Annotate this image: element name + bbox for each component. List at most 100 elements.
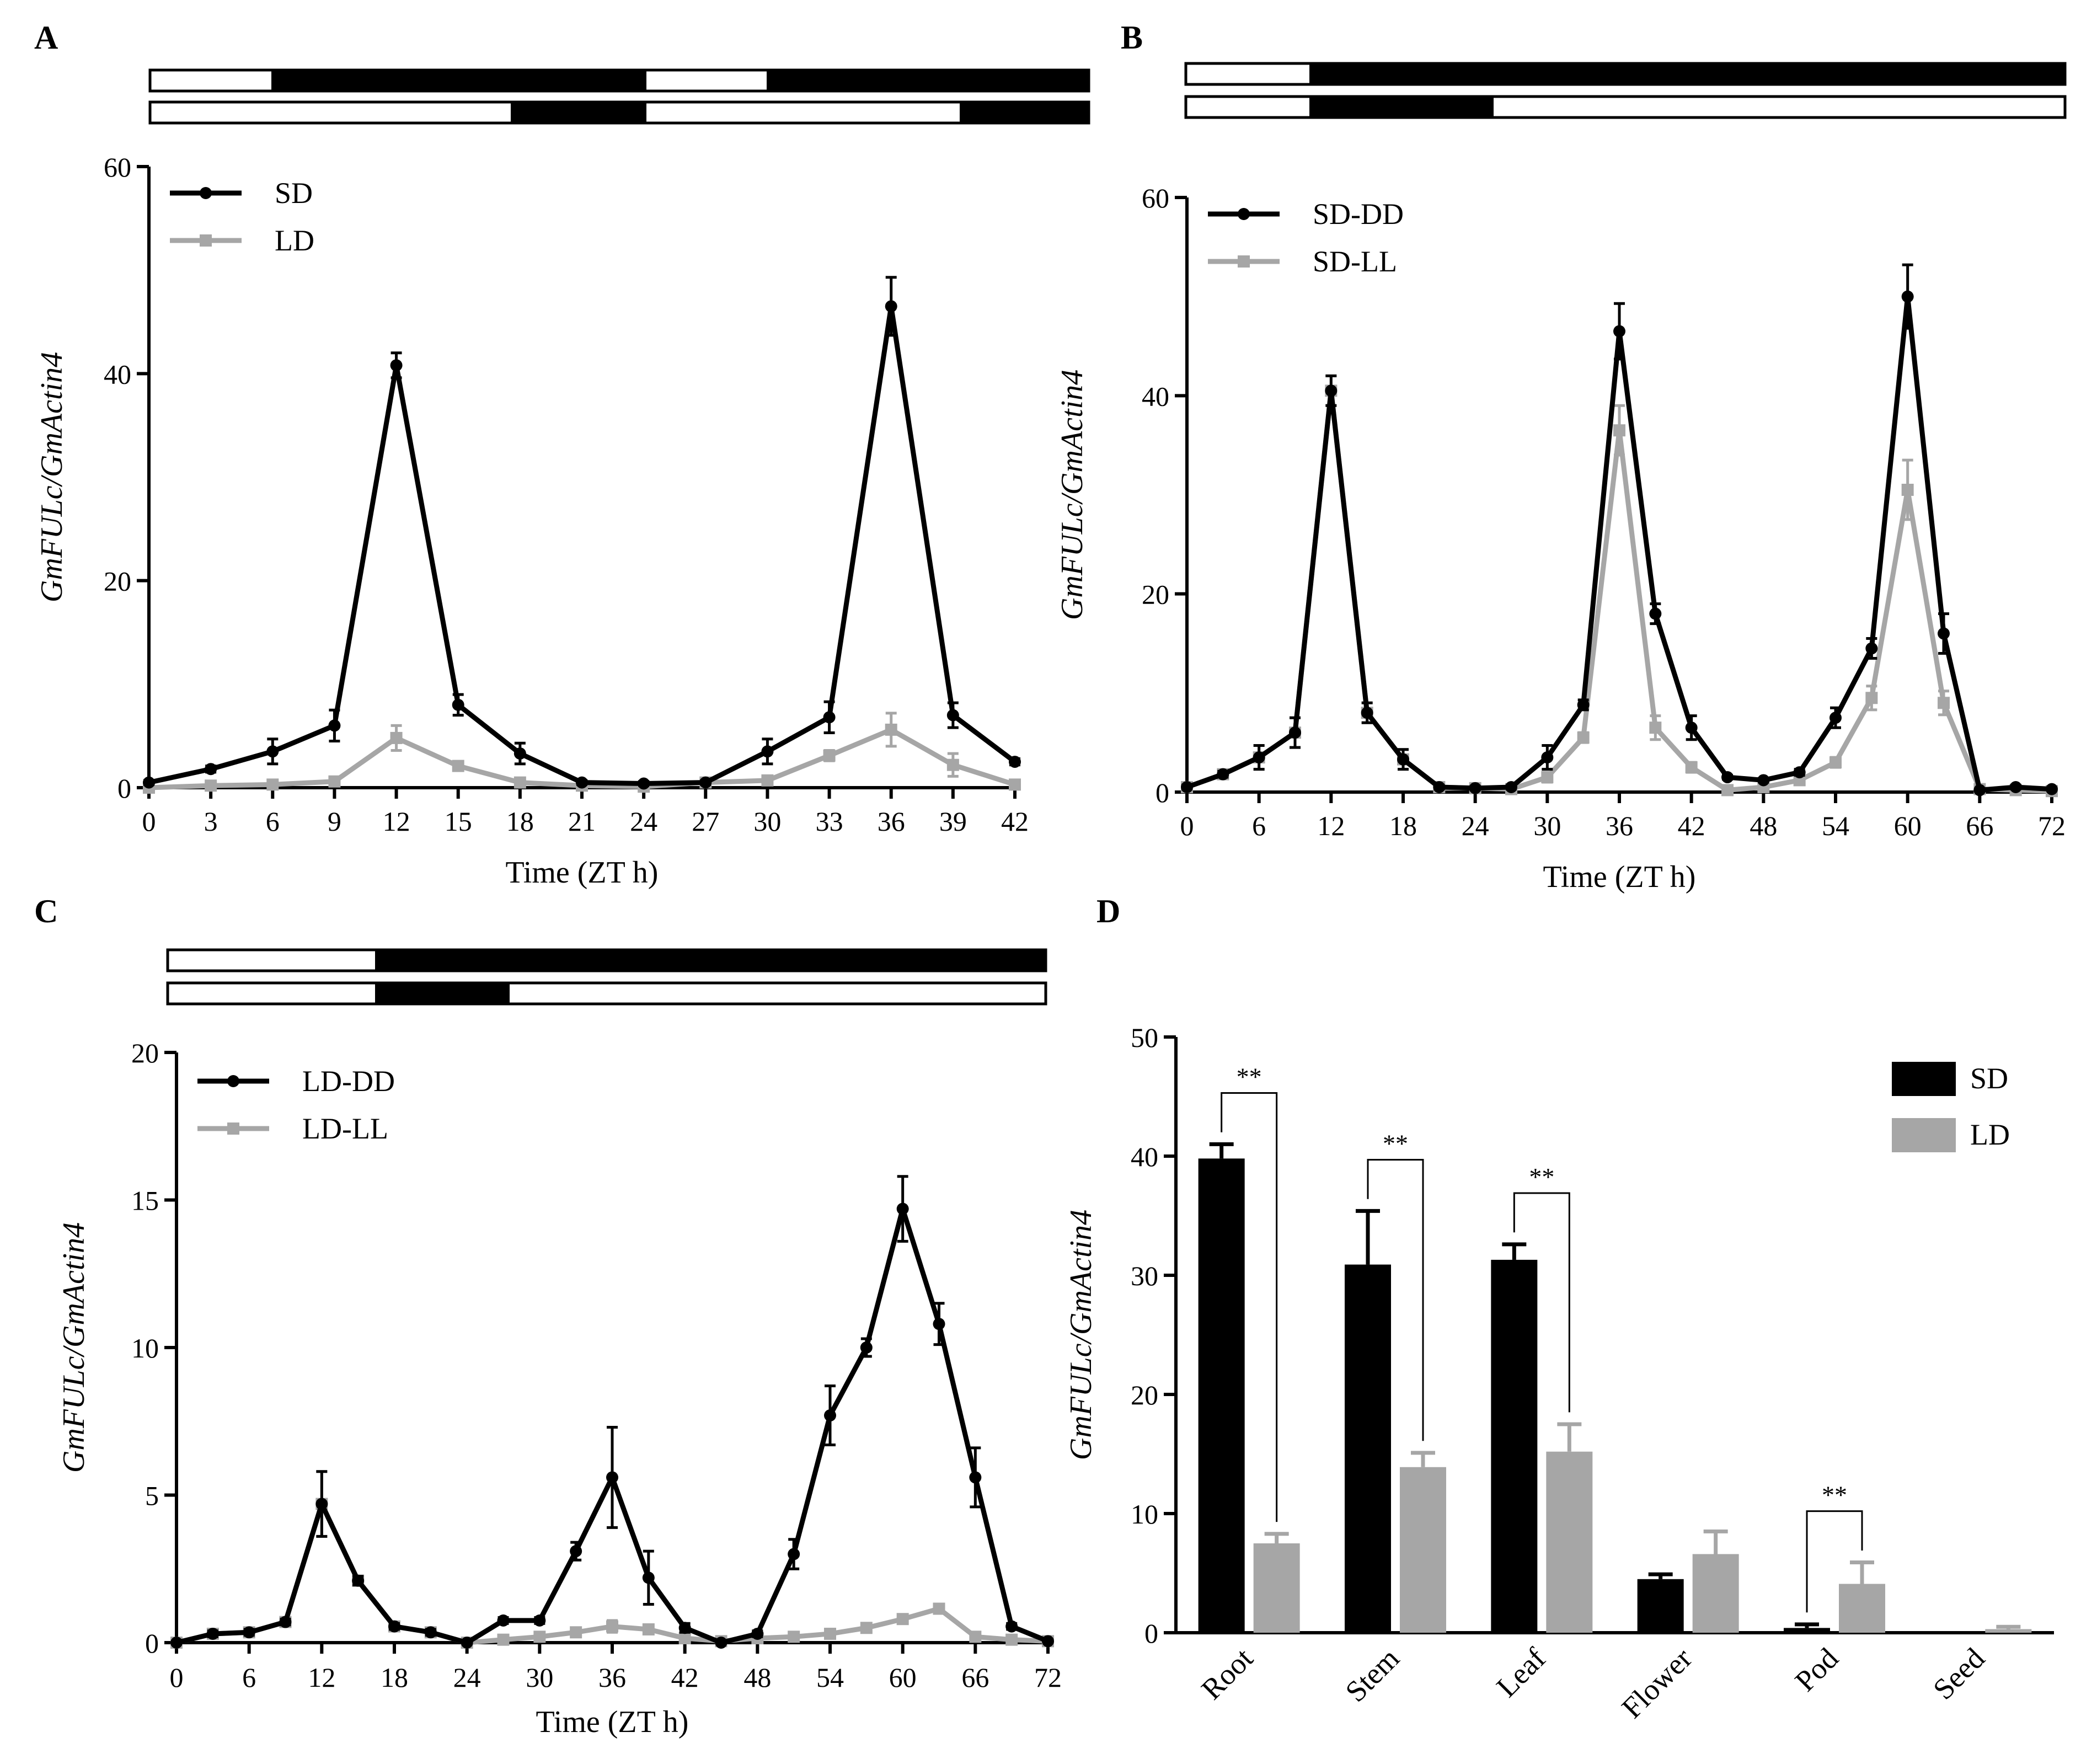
x-tick-label: 24 xyxy=(1462,810,1489,841)
x-tick-label: 66 xyxy=(961,1662,989,1693)
significance-label: ** xyxy=(1383,1129,1408,1157)
x-axis-label: Time (ZT h) xyxy=(506,856,659,890)
data-point xyxy=(823,711,836,724)
x-tick-label: 42 xyxy=(1678,810,1705,841)
data-point xyxy=(823,749,836,762)
data-point xyxy=(205,763,217,776)
x-tick-label: 60 xyxy=(1894,810,1922,841)
x-tick-label: 0 xyxy=(1180,810,1194,841)
x-tick-label: 39 xyxy=(939,806,967,837)
data-point xyxy=(1181,781,1193,794)
x-tick-label: 0 xyxy=(170,1662,184,1693)
data-point xyxy=(513,776,526,789)
data-point xyxy=(761,774,774,787)
y-tick-label: 60 xyxy=(1142,183,1169,213)
data-point xyxy=(1217,768,1229,781)
x-tick-label: 24 xyxy=(453,1662,481,1693)
data-point xyxy=(2009,781,2022,794)
legend-marker xyxy=(200,234,212,247)
data-point xyxy=(1649,607,1662,620)
data-point xyxy=(860,1622,873,1634)
x-tick-label: 30 xyxy=(1533,810,1561,841)
significance-bracket: ** xyxy=(1221,1063,1278,1522)
x-tick-label: 36 xyxy=(1606,810,1633,841)
data-point xyxy=(390,731,403,744)
y-tick-label: 5 xyxy=(145,1480,159,1511)
dark-period xyxy=(1309,63,2065,84)
x-tick-label: 30 xyxy=(753,806,781,837)
x-tick-label: 18 xyxy=(1389,810,1417,841)
x-tick-label: 18 xyxy=(506,806,534,837)
panel-label-d: D xyxy=(1096,893,1120,929)
data-point xyxy=(315,1498,328,1510)
data-point xyxy=(606,1471,618,1484)
legend-label: LD xyxy=(1970,1118,2010,1151)
y-axis-label: GmFULc/GmActin4 xyxy=(1055,370,1089,620)
data-point xyxy=(352,1574,365,1587)
y-tick-label: 20 xyxy=(104,566,131,597)
data-point xyxy=(1865,692,1878,704)
data-point xyxy=(1793,766,1806,779)
data-point xyxy=(824,1627,836,1640)
data-point xyxy=(1757,774,1770,787)
data-point xyxy=(642,1623,655,1635)
y-axis-label: GmFULc/GmActin4 xyxy=(35,352,69,602)
bracket-line xyxy=(1367,1158,1424,1441)
data-point xyxy=(1901,290,1914,303)
data-point xyxy=(678,1622,691,1634)
y-tick-label: 20 xyxy=(1131,1380,1158,1410)
data-point xyxy=(452,760,464,772)
x-tick-label: 54 xyxy=(816,1662,844,1693)
y-axis-label: GmFULc/GmActin4 xyxy=(57,1222,91,1473)
panel-label-b: B xyxy=(1121,19,1143,56)
data-point xyxy=(1397,753,1409,766)
data-point xyxy=(2046,783,2058,795)
x-tick-label: 36 xyxy=(598,1662,626,1693)
y-axis-label: GmFULc/GmActin4 xyxy=(1064,1210,1098,1460)
data-point xyxy=(1829,712,1842,724)
data-point xyxy=(461,1637,473,1649)
data-point xyxy=(1613,325,1625,338)
y-tick-label: 0 xyxy=(145,1628,159,1659)
dark-period xyxy=(767,70,1089,91)
data-point xyxy=(885,300,897,313)
data-point xyxy=(946,709,959,721)
x-tick-label: 6 xyxy=(242,1662,256,1693)
x-tick-label: 6 xyxy=(1252,810,1266,841)
legend-marker xyxy=(200,187,212,199)
data-point xyxy=(328,719,341,732)
dark-period xyxy=(375,950,1046,971)
data-point xyxy=(969,1471,982,1484)
bar xyxy=(1546,1451,1593,1633)
y-tick-label: 40 xyxy=(1142,381,1169,411)
x-tick-label: 3 xyxy=(204,806,218,837)
data-point xyxy=(933,1318,945,1330)
data-point xyxy=(678,1632,691,1644)
bar xyxy=(1637,1579,1684,1633)
data-point xyxy=(1325,384,1338,397)
bar xyxy=(1985,1629,2032,1633)
bar xyxy=(1784,1628,1830,1633)
data-point xyxy=(424,1626,437,1639)
data-point xyxy=(1289,726,1301,739)
data-point xyxy=(497,1614,510,1627)
photoperiod-bar-outline xyxy=(166,981,1047,1006)
data-point xyxy=(243,1626,255,1639)
x-tick-label: 30 xyxy=(526,1662,553,1693)
data-point xyxy=(824,1409,836,1422)
legend-label: LD-DD xyxy=(302,1065,395,1098)
data-point xyxy=(1005,1633,1018,1646)
dark-period xyxy=(960,102,1089,123)
data-point xyxy=(1613,424,1625,437)
data-point xyxy=(205,779,217,792)
legend-label: SD-LL xyxy=(1313,245,1397,278)
data-point xyxy=(1577,698,1590,711)
y-tick-label: 20 xyxy=(131,1038,159,1068)
bar xyxy=(1491,1259,1538,1633)
x-tick-label: 66 xyxy=(1966,810,1993,841)
significance-label: ** xyxy=(1822,1481,1847,1509)
data-point xyxy=(513,747,526,760)
